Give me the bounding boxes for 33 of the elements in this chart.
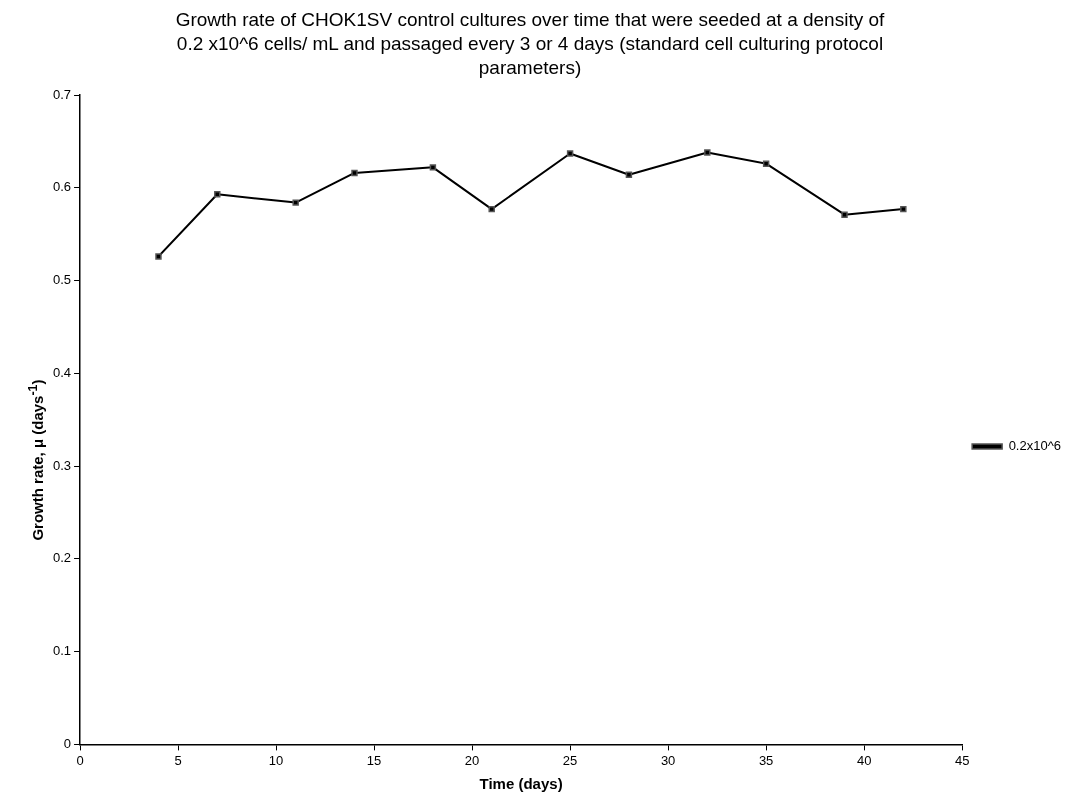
point (566, 150, 574, 157)
x-axis-title: Time (days) (479, 775, 563, 793)
x-tick-label: 30 (660, 752, 676, 768)
point (429, 164, 437, 171)
y-tick-label: 0.3 (52, 457, 72, 473)
point (625, 171, 633, 179)
y-tick-label: 0.2 (52, 550, 72, 566)
y-tick-label: 0.4 (52, 364, 72, 380)
y-tick-label: 0.7 (52, 86, 72, 102)
y-tick-label: 0.1 (52, 643, 72, 659)
chart-title: Growth rate of CHOK1SV control cultures over time that were seeded at a density of 0.2 x10^6 cells/ mL and passaged every 3 or 4 days (standard cell culturing protocol parameters) (174, 8, 886, 80)
point (900, 205, 907, 213)
point (762, 160, 770, 167)
y-tick-label: 0.5 (52, 272, 72, 288)
x-tick-label: 10 (268, 752, 284, 768)
x-tick-label: 45 (954, 752, 970, 768)
x-tick-label: 15 (366, 752, 382, 768)
point (155, 253, 162, 260)
point (841, 211, 848, 218)
x-tick-label: 35 (758, 752, 774, 768)
point (704, 149, 711, 156)
x-tick-label: 5 (174, 752, 182, 768)
point (351, 169, 358, 177)
x-tick-label: 20 (464, 752, 480, 768)
point (292, 199, 299, 206)
point (214, 191, 221, 198)
x-tick-label: 40 (856, 752, 872, 768)
y-tick-label: 0.6 (52, 179, 72, 195)
x-tick-label: 25 (562, 752, 578, 768)
x-tick-label: 0 (76, 752, 84, 768)
y-tick-label: 0 (63, 735, 72, 751)
point (488, 205, 495, 213)
legend-label: 0.2x10^6 (1008, 438, 1062, 454)
